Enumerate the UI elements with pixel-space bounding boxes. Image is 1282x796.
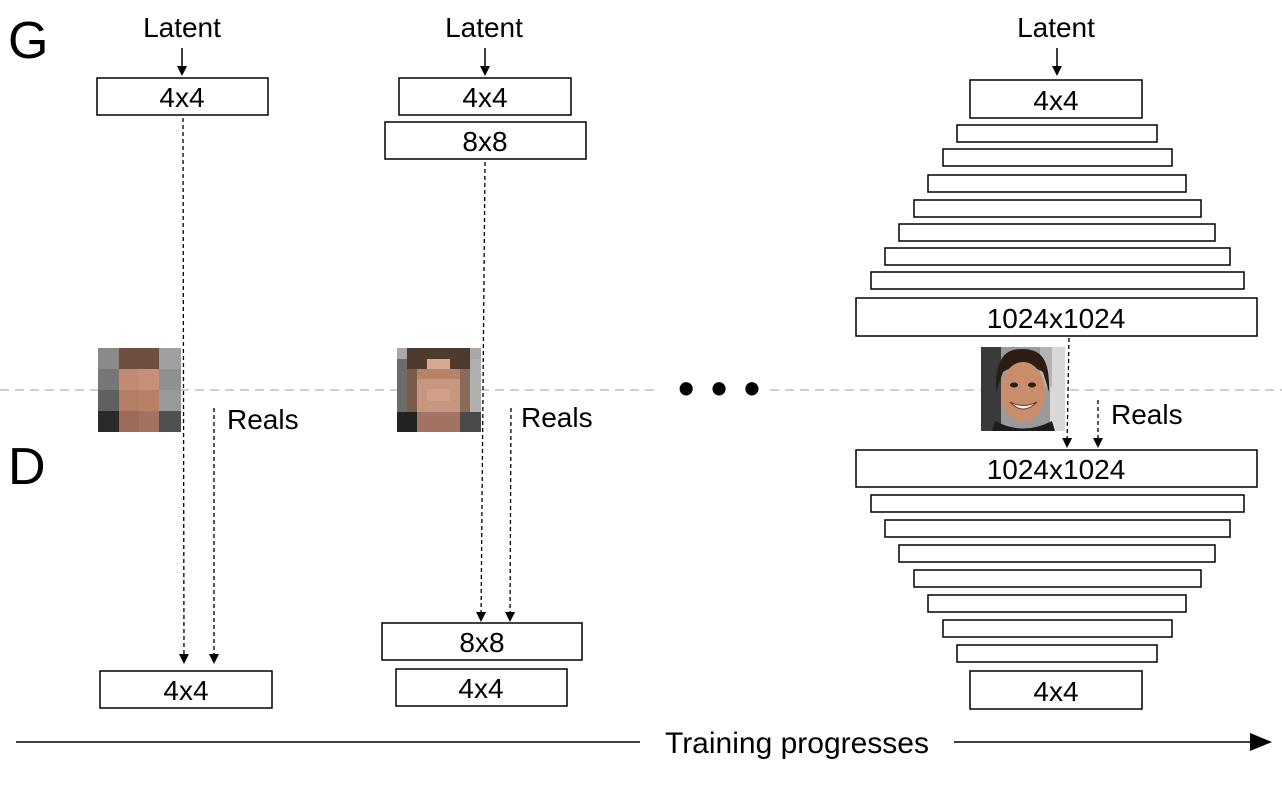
discriminator-block-label: 4x4	[163, 675, 208, 706]
latent-label: Latent	[445, 12, 523, 43]
latent-label: Latent	[1017, 12, 1095, 43]
generator-block-4x4	[969, 79, 1143, 119]
generator-intermediate-block	[898, 223, 1216, 242]
discriminator-intermediate-block	[884, 519, 1231, 538]
generator-block-4x4	[398, 77, 572, 116]
discriminator-block-label: 4x4	[458, 673, 503, 704]
pixelated-face-8x8-image	[397, 348, 481, 432]
stage-2: Latent 4x4 8x8 Reals 8x8 4x4	[381, 12, 593, 707]
generator-intermediate-block	[913, 199, 1202, 218]
discriminator-block-8x8	[381, 622, 583, 661]
generator-intermediate-block	[942, 148, 1173, 167]
generator-block-label: 8x8	[462, 126, 507, 157]
discriminator-block-4x4	[99, 670, 273, 709]
discriminator-intermediate-block	[898, 544, 1216, 563]
discriminator-block-1024x1024	[855, 449, 1258, 488]
face-photo-1024x1024-image	[981, 347, 1065, 431]
generator-intermediate-block	[956, 124, 1158, 143]
discriminator-block-label: 1024x1024	[987, 454, 1126, 485]
discriminator-block-4x4	[395, 668, 568, 707]
generator-block-label: 1024x1024	[987, 303, 1126, 334]
progression-ellipsis: • • •	[678, 362, 762, 414]
generator-intermediate-block	[884, 247, 1231, 266]
generator-intermediate-block	[870, 271, 1245, 290]
reals-label: Reals	[521, 402, 593, 433]
reals-label: Reals	[227, 404, 299, 435]
discriminator-block-label: 4x4	[1033, 676, 1078, 707]
generator-output-dashed-arrow	[476, 161, 487, 622]
generator-block-label: 4x4	[462, 82, 507, 113]
generator-block-8x8	[384, 121, 587, 160]
discriminator-block-4x4	[969, 670, 1143, 710]
reals-label: Reals	[1111, 399, 1183, 430]
stage-1: Latent 4x4 Reals 4x4	[96, 12, 299, 709]
generator-intermediate-block	[927, 174, 1187, 193]
generator-block-4x4	[96, 77, 269, 116]
stage-3: Latent 4x4 1024x1024 Reals 1	[855, 12, 1258, 710]
discriminator-intermediate-block	[927, 594, 1187, 613]
training-axis-label: Training progresses	[665, 727, 929, 760]
generator-output-dashed-arrow	[1062, 337, 1073, 448]
latent-label: Latent	[143, 12, 221, 43]
discriminator-intermediate-block	[956, 644, 1158, 663]
generator-label: G	[8, 12, 48, 70]
discriminator-intermediate-block	[942, 619, 1173, 638]
pixelated-face-4x4-image	[98, 348, 181, 432]
discriminator-intermediate-block	[913, 569, 1202, 588]
generator-block-label: 4x4	[1033, 85, 1078, 116]
generator-block-1024x1024	[855, 297, 1258, 337]
discriminator-block-label: 8x8	[459, 627, 504, 658]
generator-block-label: 4x4	[159, 82, 204, 113]
discriminator-label: D	[8, 438, 46, 496]
reals-dashed-arrow	[505, 407, 516, 622]
discriminator-intermediate-block	[870, 494, 1245, 513]
